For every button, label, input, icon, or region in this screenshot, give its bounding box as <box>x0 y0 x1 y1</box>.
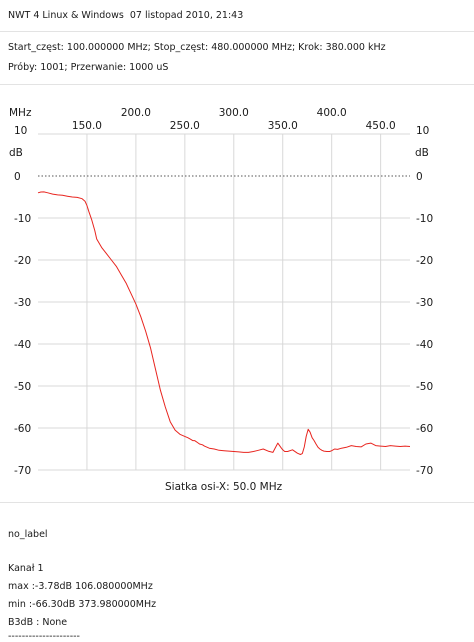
y-tick-label-left: -70 <box>14 465 31 477</box>
y-unit-label-left: dB <box>9 147 23 159</box>
series-trace <box>37 191 411 455</box>
y-tick-label-left: -50 <box>14 381 31 393</box>
x-tick-label: 150.0 <box>72 120 102 132</box>
y-tick-label-right: -60 <box>416 423 433 435</box>
x-tick-label: 450.0 <box>366 120 396 132</box>
y-tick-label-right: -20 <box>416 255 433 267</box>
y-tick-label-right: -50 <box>416 381 433 393</box>
channel-title: Kanał 1 <box>8 563 44 574</box>
b3db-readout: B3dB : None <box>8 617 68 628</box>
x-tick-label: 200.0 <box>121 107 151 119</box>
x-tick-label: 400.0 <box>317 107 347 119</box>
x-tick-label: 300.0 <box>219 107 249 119</box>
y-tick-label-left: 0 <box>14 171 21 183</box>
max-readout: max :-3.78dB 106.080000MHz <box>8 581 153 592</box>
y-tick-label-left: -20 <box>14 255 31 267</box>
tick-labels: 200.0 300.0 400.0 150.0 250.0 350.0 450.0 10 10 0… <box>14 107 433 477</box>
trace-label: no_label <box>8 529 48 540</box>
divider <box>0 31 474 32</box>
y-tick-label-right: -70 <box>416 465 433 477</box>
x-tick-label: 250.0 <box>170 120 200 132</box>
y-tick-label-right: 10 <box>416 125 429 137</box>
y-tick-label-right: -10 <box>416 213 433 225</box>
series-line <box>37 191 411 455</box>
divider <box>0 84 474 85</box>
y-tick-label-right: -30 <box>416 297 433 309</box>
min-readout: min :-66.30dB 373.980000MHz <box>8 599 157 610</box>
y-unit-label-right: dB <box>415 147 429 159</box>
grid-lines <box>38 133 410 471</box>
y-tick-label-left: 10 <box>14 125 27 137</box>
y-tick-label-right: -40 <box>416 339 433 351</box>
divider <box>0 502 474 503</box>
frequency-response-chart: MHz dB dB Siatka osi-X: 50.0 MHz 200.0 30… <box>9 107 433 493</box>
y-tick-label-left: -40 <box>14 339 31 351</box>
x-unit-label: MHz <box>9 107 32 119</box>
y-tick-label-right: 0 <box>416 171 423 183</box>
y-tick-label-left: -10 <box>14 213 31 225</box>
y-tick-label-left: -30 <box>14 297 31 309</box>
sweep-settings: Start_częst: 100.000000 MHz; Stop_częst:… <box>8 42 386 53</box>
axis-labels: MHz dB dB Siatka osi-X: 50.0 MHz <box>9 107 429 493</box>
x-tick-label: 350.0 <box>268 120 298 132</box>
sample-settings: Próby: 1001; Przerwanie: 1000 uS <box>8 62 169 73</box>
y-tick-label-left: -60 <box>14 423 31 435</box>
report-title: NWT 4 Linux & Windows 07 listopad 2010, … <box>8 10 244 21</box>
x-axis-title: Siatka osi-X: 50.0 MHz <box>165 481 283 493</box>
separator-line: --------------------- <box>8 631 80 642</box>
